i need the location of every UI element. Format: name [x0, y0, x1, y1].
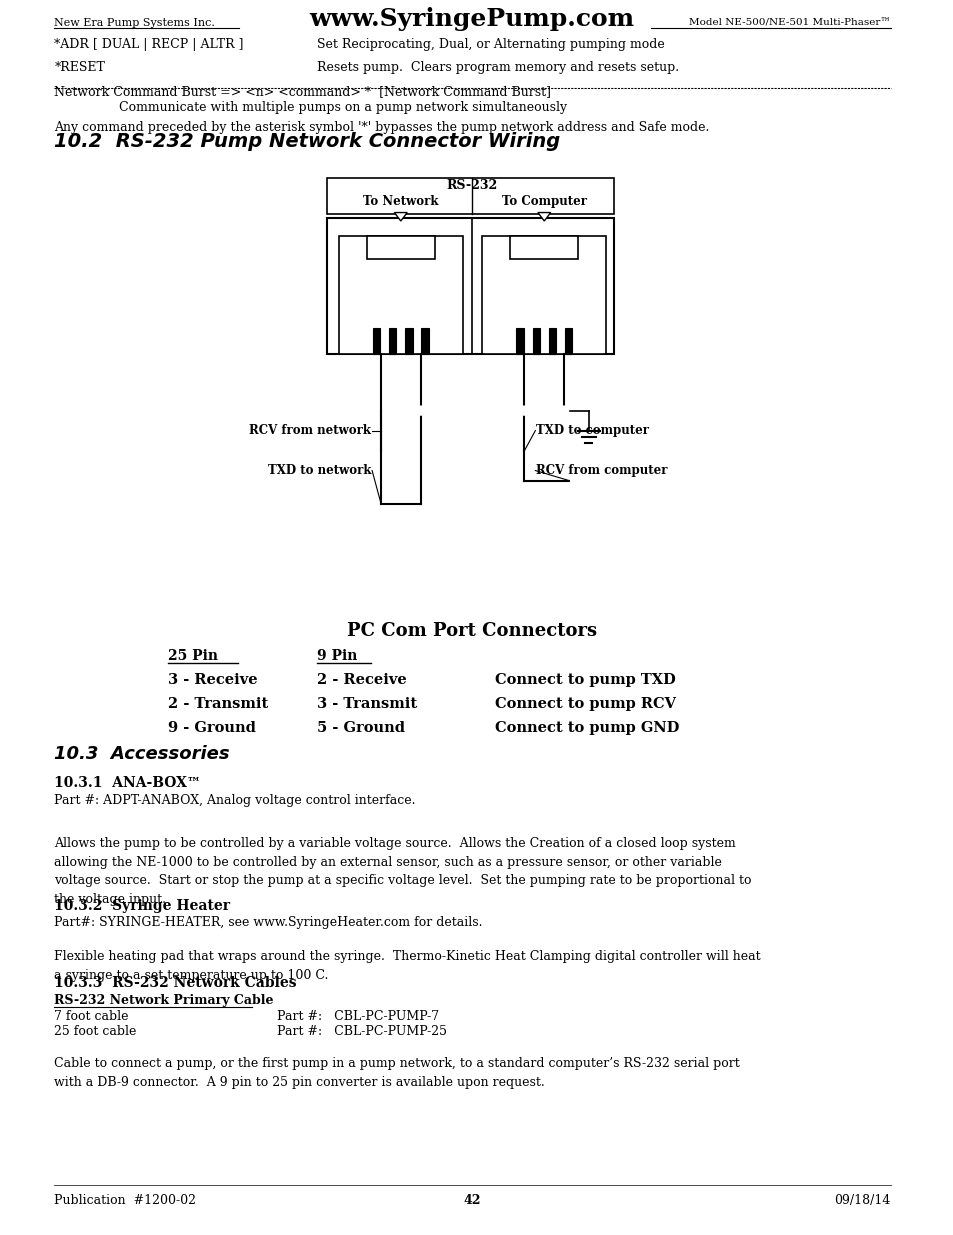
- Text: 10.3.1  ANA-BOX™: 10.3.1 ANA-BOX™: [54, 777, 201, 790]
- Text: Model NE-500/NE-501 Multi-Phaser™: Model NE-500/NE-501 Multi-Phaser™: [688, 19, 890, 28]
- Text: PC Com Port Connectors: PC Com Port Connectors: [347, 622, 597, 641]
- Text: 10.3.3  RS-232 Network Cables: 10.3.3 RS-232 Network Cables: [54, 976, 296, 990]
- Text: 2 - Receive: 2 - Receive: [316, 673, 406, 688]
- Text: 42: 42: [463, 1194, 480, 1207]
- Text: 10.2  RS-232 Pump Network Connector Wiring: 10.2 RS-232 Pump Network Connector Wirin…: [54, 132, 560, 151]
- Text: 25 foot cable: 25 foot cable: [54, 1025, 136, 1039]
- Text: RCV from computer: RCV from computer: [536, 464, 667, 477]
- Text: Part #:   CBL-PC-PUMP-7: Part #: CBL-PC-PUMP-7: [276, 1010, 438, 1023]
- Text: To Computer: To Computer: [501, 195, 586, 209]
- Text: Connect to pump GND: Connect to pump GND: [495, 721, 679, 735]
- Text: 10.3.2  Syringe Heater: 10.3.2 Syringe Heater: [54, 899, 231, 913]
- Bar: [373, 327, 380, 353]
- Bar: [338, 236, 462, 353]
- Text: Cable to connect a pump, or the first pump in a pump network, to a standard comp: Cable to connect a pump, or the first pu…: [54, 1057, 740, 1070]
- Text: 9 - Ground: 9 - Ground: [168, 721, 255, 735]
- Text: TXD to network: TXD to network: [268, 464, 371, 477]
- Bar: [482, 236, 605, 353]
- Text: Set Reciprocating, Dual, or Alternating pumping mode: Set Reciprocating, Dual, or Alternating …: [316, 38, 663, 51]
- Text: Any command preceded by the asterisk symbol '*' bypasses the pump network addres: Any command preceded by the asterisk sym…: [54, 121, 709, 133]
- Bar: [405, 327, 412, 353]
- Bar: [548, 327, 556, 353]
- Text: www.SyringePump.com: www.SyringePump.com: [309, 7, 634, 31]
- Text: with a DB-9 connector.  A 9 pin to 25 pin converter is available upon request.: with a DB-9 connector. A 9 pin to 25 pin…: [54, 1076, 544, 1088]
- Circle shape: [559, 406, 568, 415]
- Circle shape: [519, 406, 528, 415]
- Bar: [510, 236, 578, 259]
- Text: Allows the pump to be controlled by a variable voltage source.  Allows the Creat: Allows the pump to be controlled by a va…: [54, 837, 736, 850]
- Text: 3 - Transmit: 3 - Transmit: [316, 698, 416, 711]
- Text: 2 - Transmit: 2 - Transmit: [168, 698, 268, 711]
- Bar: [516, 327, 523, 353]
- Text: New Era Pump Systems Inc.: New Era Pump Systems Inc.: [54, 17, 215, 28]
- Text: 5 - Ground: 5 - Ground: [316, 721, 404, 735]
- Text: RS-232: RS-232: [446, 179, 497, 193]
- Text: Connect to pump TXD: Connect to pump TXD: [495, 673, 675, 688]
- Text: 10.3  Accessories: 10.3 Accessories: [54, 746, 230, 763]
- Text: Connect to pump RCV: Connect to pump RCV: [495, 698, 675, 711]
- Text: Part#: SYRINGE-HEATER, see www.SyringeHeater.com for details.: Part#: SYRINGE-HEATER, see www.SyringeHe…: [54, 916, 482, 929]
- Text: Communicate with multiple pumps on a pump network simultaneously: Communicate with multiple pumps on a pum…: [118, 101, 566, 114]
- Text: 3 - Receive: 3 - Receive: [168, 673, 257, 688]
- Text: Network Command Burst => <n> <command> *  [Network Command Burst]: Network Command Burst => <n> <command> *…: [54, 85, 551, 98]
- Text: Flexible heating pad that wraps around the syringe.  Thermo-Kinetic Heat Clampin: Flexible heating pad that wraps around t…: [54, 950, 760, 963]
- Text: voltage source.  Start or stop the pump at a specific voltage level.  Set the pu: voltage source. Start or stop the pump a…: [54, 874, 751, 887]
- Bar: [326, 217, 613, 353]
- Polygon shape: [537, 212, 550, 221]
- Text: the voltage input.: the voltage input.: [54, 893, 166, 905]
- Bar: [532, 327, 539, 353]
- Text: To Network: To Network: [363, 195, 438, 209]
- Text: 9 Pin: 9 Pin: [316, 650, 356, 663]
- Text: RCV from network: RCV from network: [249, 424, 371, 437]
- Text: Part #:   CBL-PC-PUMP-25: Part #: CBL-PC-PUMP-25: [276, 1025, 447, 1039]
- Text: *RESET: *RESET: [54, 61, 105, 74]
- Bar: [421, 327, 428, 353]
- Bar: [389, 327, 396, 353]
- Text: a syringe to a set temperature up to 100 C.: a syringe to a set temperature up to 100…: [54, 968, 329, 982]
- Text: Part #: ADPT-ANABOX, Analog voltage control interface.: Part #: ADPT-ANABOX, Analog voltage cont…: [54, 794, 416, 808]
- Bar: [366, 236, 435, 259]
- Text: 09/18/14: 09/18/14: [834, 1194, 890, 1207]
- Text: RS-232 Network Primary Cable: RS-232 Network Primary Cable: [54, 994, 274, 1008]
- Text: allowing the NE-1000 to be controlled by an external sensor, such as a pressure : allowing the NE-1000 to be controlled by…: [54, 856, 721, 868]
- Text: TXD to computer: TXD to computer: [536, 424, 649, 437]
- Bar: [326, 178, 613, 214]
- Polygon shape: [394, 212, 407, 221]
- Bar: [564, 327, 572, 353]
- Circle shape: [416, 406, 425, 415]
- Text: Resets pump.  Clears program memory and resets setup.: Resets pump. Clears program memory and r…: [316, 61, 679, 74]
- Text: 25 Pin: 25 Pin: [168, 650, 218, 663]
- Text: Publication  #1200-02: Publication #1200-02: [54, 1194, 196, 1207]
- Text: *ADR [ DUAL | RECP | ALTR ]: *ADR [ DUAL | RECP | ALTR ]: [54, 38, 244, 51]
- Text: 7 foot cable: 7 foot cable: [54, 1010, 129, 1023]
